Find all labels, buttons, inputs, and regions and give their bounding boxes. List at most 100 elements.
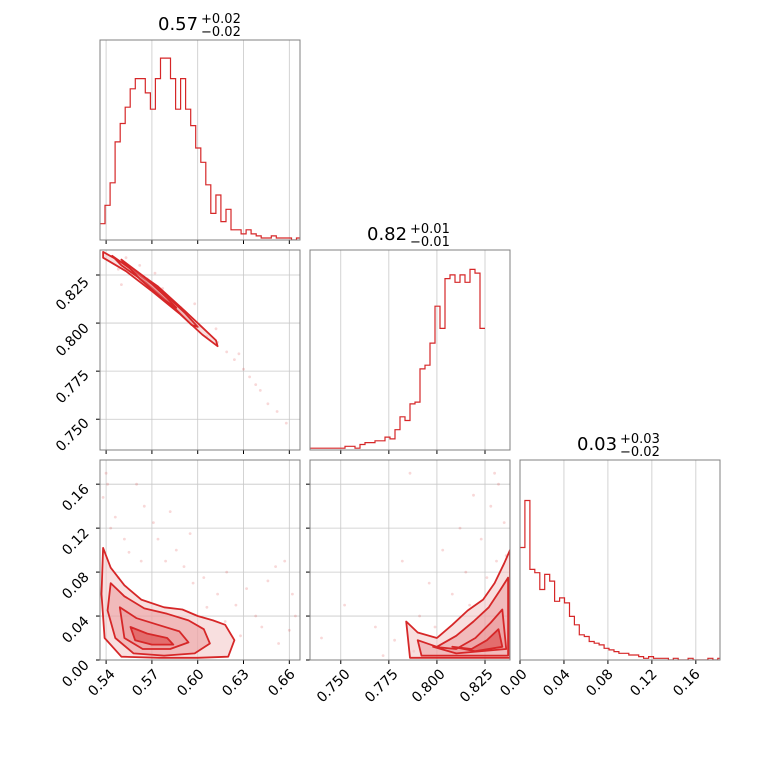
- scatter-point: [168, 510, 172, 513]
- histogram-series-line: [520, 499, 720, 660]
- panel-frame: [519, 459, 721, 661]
- title-param3-minus: −0.02: [620, 445, 660, 460]
- scatter-point: [497, 482, 500, 486]
- scatter-point: [216, 592, 220, 596]
- scatter-point: [464, 570, 468, 574]
- contour-level: [416, 576, 509, 657]
- scatter-points: [101, 471, 297, 645]
- scatter-point: [479, 537, 483, 541]
- title-param1: 0.57 +0.02 −0.02: [158, 12, 241, 40]
- scatter-point: [237, 352, 241, 356]
- scatter-point: [254, 614, 258, 618]
- scatter-point: [287, 628, 291, 632]
- scatter-point: [266, 402, 270, 406]
- y-tick-label: 0.04: [59, 613, 92, 646]
- title-param3: 0.03 +0.03 −0.02: [577, 432, 660, 460]
- x-tick-labels-col1: 0.54 0.57 0.60 0.63 0.66: [85, 666, 298, 699]
- scatter-point: [260, 625, 264, 629]
- contour-levels: [102, 251, 219, 348]
- scatter-point: [233, 358, 236, 361]
- scatter-point: [234, 603, 238, 607]
- scatter-point: [400, 559, 404, 563]
- title-param2: 0.82 +0.01 −0.01: [367, 222, 450, 250]
- x-tick-label: 0.12: [627, 666, 660, 699]
- y-tick-label: 0.08: [59, 569, 92, 602]
- title-param1-median: 0.57: [158, 14, 198, 35]
- x-tick-label: 0.54: [85, 666, 118, 699]
- scatter-point: [193, 302, 197, 306]
- scatter-point: [274, 565, 277, 568]
- scatter-point: [495, 559, 498, 563]
- scatter-point: [188, 532, 192, 535]
- x-tick-label: 0.775: [362, 666, 402, 706]
- scatter-point: [294, 614, 297, 618]
- scatter-point: [174, 548, 178, 552]
- scatter-point: [101, 496, 105, 499]
- scatter-point: [205, 605, 209, 609]
- scatter-point: [109, 526, 113, 530]
- scatter-point: [123, 537, 126, 541]
- x-tick-label: 0.08: [583, 666, 616, 699]
- panel-frame: [99, 249, 301, 451]
- y-tick-label: 0.16: [59, 481, 92, 514]
- scatter-point: [284, 421, 288, 425]
- title-param2-median: 0.82: [367, 224, 407, 245]
- scatter-point: [139, 559, 143, 563]
- x-tick-labels-col2: 0.750 0.775 0.800 0.825: [314, 666, 497, 706]
- histogram-panel-param3: [519, 459, 721, 664]
- x-tick-label: 0.63: [219, 666, 252, 699]
- histogram-panel-param2: [309, 249, 511, 454]
- scatter-point: [106, 482, 109, 486]
- histogram-panel-param1: [99, 39, 301, 244]
- contour-level: [120, 258, 178, 309]
- scatter-point: [275, 410, 279, 413]
- scatter-point: [127, 550, 131, 554]
- y-tick-label: 0.800: [53, 320, 93, 360]
- scatter-point: [468, 603, 471, 607]
- scatter-point: [485, 576, 489, 579]
- scatter-point: [138, 264, 142, 267]
- x-tick-label: 0.16: [670, 666, 703, 699]
- scatter-point: [258, 389, 262, 392]
- scatter-point: [320, 636, 323, 640]
- scatter-point: [223, 620, 227, 623]
- x-tick-labels-col3: 0.00 0.04 0.08 0.12 0.16: [497, 666, 703, 699]
- x-tick-label: 0.57: [129, 666, 162, 699]
- scatter-points: [320, 471, 508, 657]
- scatter-point: [242, 367, 245, 371]
- scatter-point: [113, 515, 117, 519]
- x-tick-label: 0.825: [457, 666, 497, 706]
- y-tick-labels-row3: 0.16 0.12 0.08 0.04 0.00: [59, 481, 92, 690]
- scatter-point: [393, 638, 396, 642]
- x-tick-label: 0.750: [314, 666, 354, 706]
- scatter-point: [433, 625, 437, 629]
- y-tick-labels-row2: 0.825 0.800 0.775 0.750: [53, 274, 93, 455]
- contour-level: [129, 626, 175, 646]
- scatter-point: [472, 493, 475, 497]
- scatter-point: [489, 504, 493, 508]
- scatter-point: [104, 471, 108, 475]
- scatter-point: [441, 548, 445, 552]
- contour-level: [118, 606, 190, 650]
- x-tick-label: 0.800: [409, 666, 449, 706]
- panel-frame: [309, 459, 511, 661]
- histogram-series-line: [310, 268, 485, 449]
- scatter-point: [239, 634, 242, 638]
- y-tick-label: 0.12: [59, 525, 92, 558]
- scatter-point: [191, 581, 195, 585]
- title-param1-minus: −0.02: [201, 25, 241, 40]
- scatter-point: [164, 559, 168, 563]
- scatter-point: [427, 581, 431, 585]
- contour-panel-param1-param2: [96, 249, 301, 454]
- scatter-point: [502, 521, 506, 524]
- x-tick-label: 0.00: [497, 666, 530, 699]
- scatter-point: [408, 471, 412, 475]
- scatter-point: [418, 614, 421, 618]
- panel-frame: [99, 39, 301, 241]
- scatter-point: [254, 383, 258, 386]
- scatter-point: [225, 570, 229, 574]
- scatter-point: [248, 375, 252, 379]
- scatter-point: [381, 654, 385, 657]
- scatter-point: [120, 283, 123, 286]
